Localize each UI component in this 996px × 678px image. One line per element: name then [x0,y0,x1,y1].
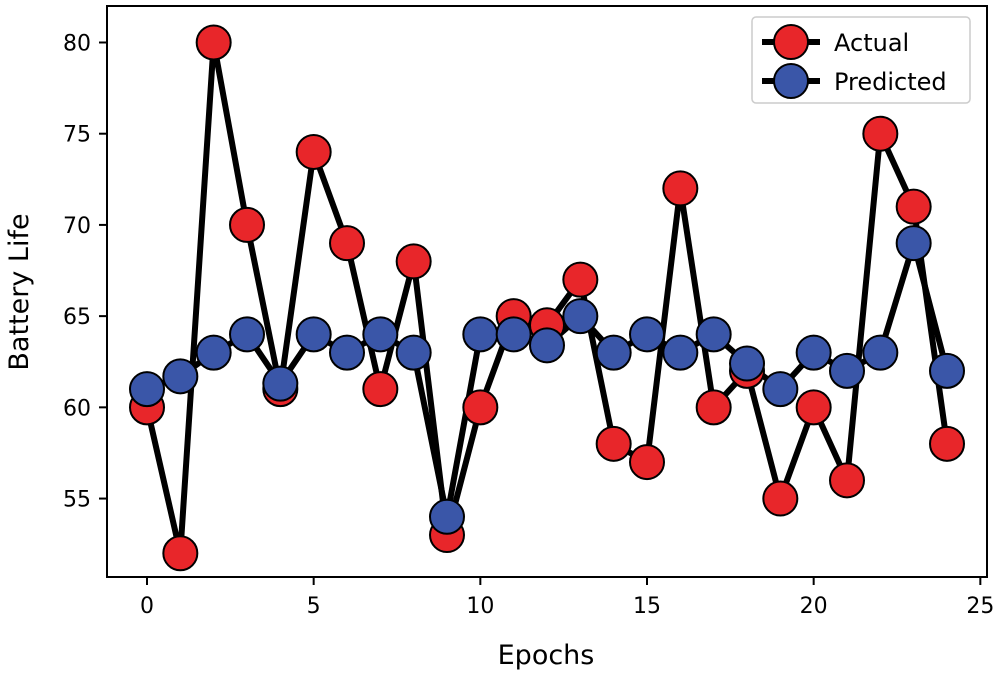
data-point-predicted [729,345,765,382]
data-point-predicted [295,316,332,353]
x-axis-ticks: 0 5 10 15 20 25 [140,577,994,619]
data-point-actual [162,535,199,572]
x-tick-label: 20 [800,594,828,619]
x-tick-label: 25 [966,594,994,619]
x-tick-label: 0 [140,594,154,619]
x-tick-label: 10 [466,594,494,619]
data-point-predicted [329,334,365,371]
y-tick-label: 75 [63,123,91,148]
data-point-predicted [362,316,399,353]
data-point-actual [695,389,732,426]
legend-label-predicted: Predicted [834,68,947,96]
data-point-actual [862,115,899,152]
data-point-predicted [262,365,299,402]
legend-marker-actual [773,24,809,60]
data-point-predicted [629,316,665,353]
y-tick-label: 65 [63,305,91,330]
data-point-predicted [229,316,265,353]
data-point-predicted [462,316,499,353]
legend-label-actual: Actual [834,29,909,57]
series-markers [129,24,965,572]
data-point-actual [562,261,599,298]
data-point-predicted [529,327,565,364]
data-point-actual [829,462,865,499]
data-point-predicted [162,358,199,395]
data-point-predicted [695,316,732,353]
data-point-predicted [495,316,532,353]
data-point-predicted [895,225,932,262]
data-point-actual [329,225,365,262]
data-point-actual [362,371,399,408]
data-point-predicted [795,334,832,371]
data-point-predicted [129,371,165,408]
x-tick-label: 5 [307,594,321,619]
data-point-actual [895,188,932,225]
data-point-predicted [595,334,632,371]
y-axis-ticks: 55 60 65 70 75 80 [63,31,107,513]
data-point-actual [929,425,965,462]
data-point-predicted [395,334,432,371]
x-tick-label: 15 [633,594,661,619]
data-point-actual [629,444,665,481]
data-point-predicted [429,498,465,535]
data-point-actual [762,480,799,517]
y-tick-label: 60 [63,396,91,421]
data-point-actual [229,206,265,243]
data-point-actual [462,389,499,426]
y-tick-label: 80 [63,31,91,56]
data-point-actual [295,133,332,170]
series-layer [129,24,965,572]
data-point-actual [195,24,232,61]
x-axis-label: Epochs [498,640,595,671]
data-point-predicted [195,334,232,371]
y-tick-label: 70 [63,214,91,239]
data-point-actual [395,243,432,280]
legend-marker-predicted [773,63,809,99]
data-point-predicted [862,334,899,371]
data-point-actual [662,170,699,207]
data-point-actual [795,389,832,426]
data-point-actual [595,425,632,462]
legend: Actual Predicted [751,16,971,104]
data-point-predicted [929,352,965,389]
y-axis-label: Battery Life [4,213,35,370]
data-point-predicted [562,298,599,335]
data-point-predicted [662,334,699,371]
y-tick-label: 55 [63,488,91,513]
data-point-predicted [762,371,799,408]
data-point-predicted [829,352,865,389]
